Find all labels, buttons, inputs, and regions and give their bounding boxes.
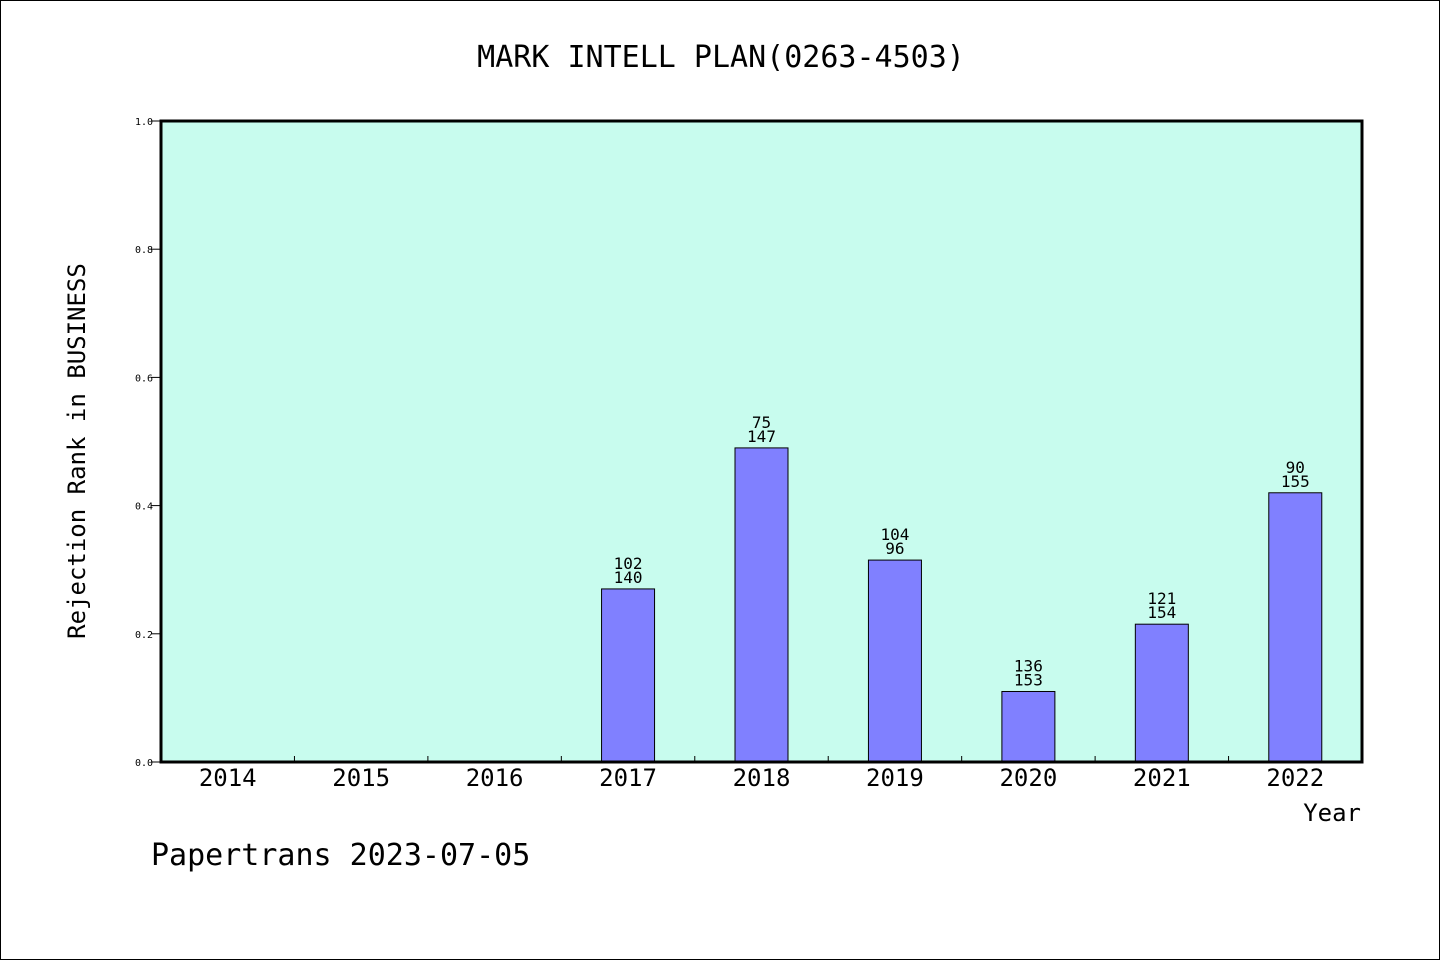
x-tick-label: 2020 xyxy=(999,764,1057,792)
y-axis-label: Rejection Rank in BUSINESS xyxy=(63,263,91,639)
x-tick-label: 2019 xyxy=(866,764,924,792)
x-tick-label: 2022 xyxy=(1266,764,1324,792)
y-tick-label: 0.6 xyxy=(135,373,153,384)
plot-border xyxy=(159,119,1364,764)
bar-data-label: 121 xyxy=(1147,589,1176,608)
bar xyxy=(601,588,656,763)
bar-data-label: 140 xyxy=(614,568,643,587)
x-tick-label: 2018 xyxy=(733,764,791,792)
bar-data-label: 96 xyxy=(885,539,904,558)
x-tick-label: 2021 xyxy=(1133,764,1191,792)
bar xyxy=(867,559,922,763)
x-axis-label: Year xyxy=(1303,799,1361,827)
x-axis: 2014 2015 2016 2017 2018 2019 2020 2021 2022 xyxy=(199,756,1324,792)
x-tick-label: 2016 xyxy=(466,764,524,792)
bar xyxy=(734,447,789,763)
bar-data-label: 90 xyxy=(1286,458,1305,477)
chart-title: MARK INTELL PLAN(0263-4503) xyxy=(477,40,965,75)
bars-group xyxy=(601,447,1323,763)
bar-data-label: 153 xyxy=(1014,670,1043,689)
bar-data-label: 102 xyxy=(614,554,643,573)
x-tick-label: 2014 xyxy=(199,764,257,792)
bar-data-label: 104 xyxy=(880,525,909,544)
y-tick-label: 1.0 xyxy=(135,117,153,128)
y-tick-label: 0.2 xyxy=(135,630,153,641)
x-tick-label: 2017 xyxy=(599,764,657,792)
x-tick-label: 2015 xyxy=(332,764,390,792)
footer-stamp: Papertrans 2023-07-05 xyxy=(151,838,530,873)
bar-data-label: 155 xyxy=(1281,472,1310,491)
y-tick-label: 0.0 xyxy=(135,758,153,769)
bar xyxy=(1134,623,1189,763)
bar-data-label: 75 xyxy=(752,413,771,432)
y-axis: 0.0 0.2 0.4 0.6 0.8 1.0 xyxy=(135,117,161,769)
y-tick-label: 0.4 xyxy=(135,502,153,513)
bar xyxy=(1001,690,1056,763)
y-tick-label: 0.8 xyxy=(135,245,153,256)
bar-data-label: 154 xyxy=(1147,603,1176,622)
bar-data-label: 147 xyxy=(747,427,776,446)
bar xyxy=(1268,492,1323,763)
bar-data-label: 136 xyxy=(1014,656,1043,675)
